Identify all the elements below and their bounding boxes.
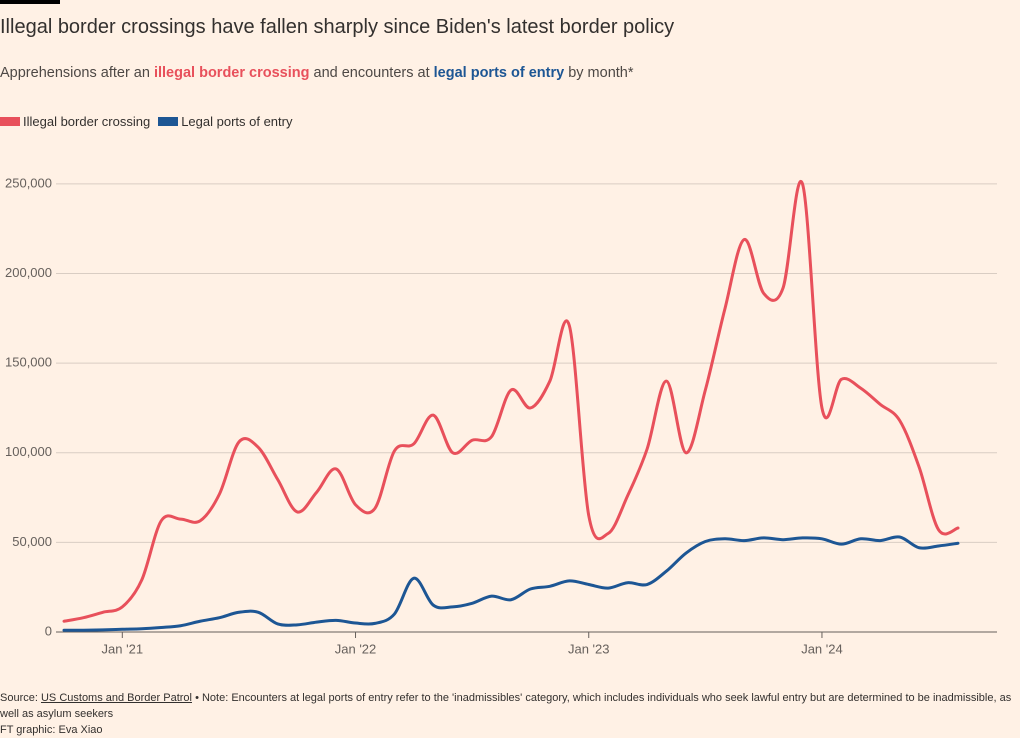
note: • Note: Encounters at legal ports of ent…: [0, 692, 1012, 720]
legend-label: Illegal border crossing: [23, 114, 151, 129]
y-tick-label: 200,000: [5, 265, 52, 280]
source-label: Source:: [0, 692, 38, 704]
x-tick-label: Jan '21: [102, 641, 144, 656]
brand-bar: [0, 0, 60, 4]
y-tick-label: 100,000: [5, 444, 52, 459]
x-tick-label: Jan '24: [801, 641, 843, 656]
subtitle-highlight: legal ports of entry: [433, 65, 565, 81]
legend: Illegal border crossing Legal ports of en…: [0, 114, 292, 129]
source-note: Source: US Customs and Border Patrol • N…: [0, 690, 1020, 722]
chart-title: Illegal border crossings have fallen sha…: [0, 16, 675, 38]
y-tick-label: 150,000: [5, 355, 52, 370]
legend-label: Legal ports of entry: [181, 114, 293, 129]
subtitle-text: by month*: [568, 65, 634, 81]
credit: FT graphic: Eva Xiao: [0, 724, 103, 736]
x-tick-label: Jan '23: [568, 641, 610, 656]
subtitle-text: and encounters at: [313, 65, 430, 81]
subtitle-highlight: illegal border crossing: [153, 65, 310, 81]
y-tick-label: 0: [45, 623, 52, 638]
y-tick-label: 250,000: [5, 175, 52, 190]
y-tick-label: 50,000: [12, 534, 52, 549]
chart-subtitle: Apprehensions after an illegal border cr…: [0, 65, 634, 81]
legend-swatch: [158, 117, 179, 126]
legend-item: Legal ports of entry: [158, 114, 292, 129]
source-link[interactable]: US Customs and Border Patrol: [40, 692, 192, 704]
series-line: [62, 179, 960, 623]
legend-item: Illegal border crossing: [0, 114, 150, 129]
subtitle-text: Apprehensions after an: [0, 65, 150, 81]
series-line: [62, 535, 960, 632]
footer: Source: US Customs and Border Patrol • N…: [0, 690, 1020, 738]
x-tick-label: Jan '22: [335, 641, 377, 656]
legend-swatch: [0, 117, 20, 126]
